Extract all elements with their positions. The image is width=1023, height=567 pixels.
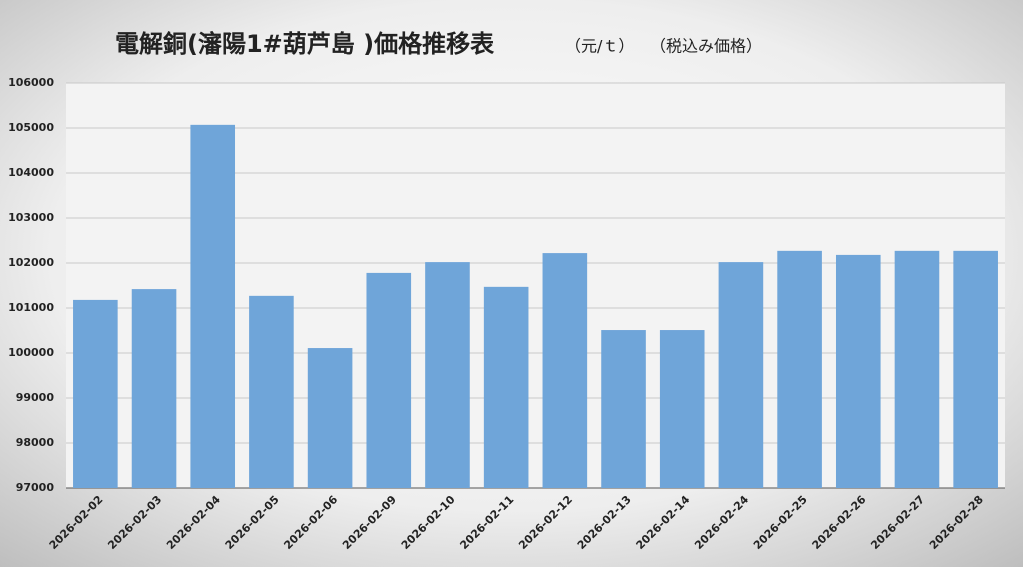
y-tick-label: 100000 [8,346,54,359]
bar [894,250,940,488]
y-tick-label: 105000 [8,121,54,134]
bar [425,262,470,488]
unit-label: （元/ｔ） [565,37,634,56]
bar [718,262,764,488]
y-tick-label: 103000 [8,211,54,224]
y-tick-label: 104000 [8,166,54,179]
bar [131,289,177,488]
bar [73,299,118,488]
bar [366,272,412,488]
bar [659,330,705,488]
y-tick-label: 97000 [16,481,55,494]
y-tick-label: 101000 [8,301,54,314]
y-tick-label: 106000 [8,76,54,89]
bar [777,250,822,488]
note-label: （税込み価格） [650,37,762,56]
y-tick-label: 102000 [8,256,54,269]
bar [542,253,588,488]
bar [953,250,998,488]
chart-title: 電解銅(瀋陽1#葫芦島 )価格推移表 [115,30,495,58]
y-tick-label: 98000 [16,436,55,449]
bar [249,295,294,488]
y-tick-label: 99000 [16,391,55,404]
bar [190,124,236,488]
bar [483,286,529,488]
bar [835,254,881,488]
bar [307,348,353,488]
bar [601,330,646,488]
